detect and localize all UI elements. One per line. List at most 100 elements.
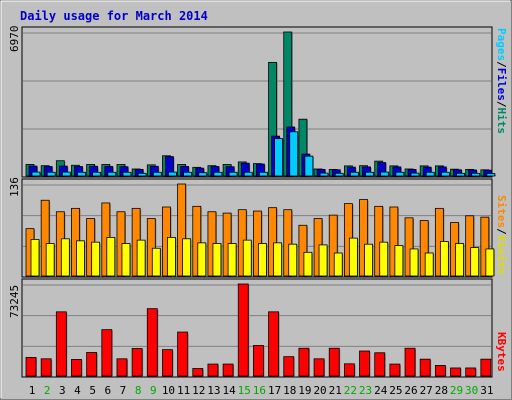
bar-kbytes-day-4: [71, 359, 82, 377]
x-tick-label: 13: [207, 384, 220, 397]
bar-sites-day-23: [364, 243, 373, 277]
kbytes-ymax-label: 73245: [8, 285, 21, 318]
bar-pages-day-30: [471, 172, 481, 177]
x-tick-label: 30: [465, 384, 478, 397]
bar-sites-day-24: [379, 241, 389, 277]
bar-kbytes-day-5: [86, 351, 98, 377]
bar-sites-day-30: [470, 247, 480, 277]
panel-hits-plot: [21, 26, 493, 178]
x-tick-label: 14: [222, 384, 236, 397]
bar-kbytes-day-15: [237, 283, 249, 377]
bar-pages-day-24: [380, 171, 390, 177]
bar-pages-day-5: [92, 171, 102, 177]
bar-sites-day-15: [242, 239, 252, 277]
legend-item: Pages: [495, 28, 508, 61]
bar-visits-day-31: [480, 216, 490, 277]
bar-kbytes-day-22: [343, 363, 355, 377]
bar-visits-day-2: [40, 199, 50, 277]
bar-sites-day-25: [394, 245, 404, 277]
legend-item: Visits: [495, 235, 508, 275]
x-tick-label: 2: [44, 384, 51, 397]
x-tick-label: 5: [89, 384, 96, 397]
x-tick-label: 19: [298, 384, 311, 397]
bar-pages-day-8: [137, 172, 147, 177]
hits-legend: Pages/Files/Hits: [495, 28, 508, 134]
bar-pages-day-18: [289, 131, 299, 177]
bar-sites-day-13: [212, 243, 222, 277]
bar-sites-day-26: [409, 248, 419, 277]
x-tick-label: 18: [283, 384, 296, 397]
x-tick-label: 28: [435, 384, 448, 397]
bar-kbytes-day-13: [207, 363, 219, 377]
bar-sites-day-27: [424, 252, 434, 277]
bar-pages-day-27: [425, 171, 435, 177]
bar-visits-day-11: [177, 183, 187, 277]
bar-pages-day-22: [349, 171, 359, 177]
bar-pages-day-21: [334, 172, 344, 177]
bar-sites-day-28: [439, 241, 449, 277]
x-tick-label: 11: [177, 384, 190, 397]
bar-kbytes-day-21: [328, 347, 340, 377]
bar-sites-day-11: [182, 238, 192, 277]
bar-sites-day-19: [303, 251, 313, 277]
x-tick-label: 25: [389, 384, 402, 397]
bar-kbytes-day-24: [374, 352, 386, 377]
bar-visits-day-18: [283, 209, 293, 277]
bar-kbytes-day-29: [450, 367, 461, 377]
x-tick-label: 8: [135, 384, 142, 397]
legend-item: /: [495, 228, 508, 235]
bar-visits-day-23: [359, 199, 368, 277]
x-tick-label: 4: [74, 384, 81, 397]
x-tick-label: 23: [359, 384, 372, 397]
bar-kbytes-day-17: [268, 311, 279, 377]
bar-pages-day-26: [410, 172, 420, 177]
bar-kbytes-day-27: [419, 358, 431, 377]
legend-item: Files: [495, 68, 508, 101]
bar-kbytes-day-14: [222, 363, 234, 377]
legend-item: /: [495, 101, 508, 108]
bar-sites-day-20: [318, 244, 328, 277]
bar-kbytes-day-11: [177, 331, 189, 377]
bar-pages-day-4: [77, 171, 86, 177]
panel-visits-bars: [25, 183, 495, 277]
legend-item: /: [495, 61, 508, 68]
bar-sites-day-16: [258, 243, 267, 277]
bar-kbytes-day-6: [101, 329, 113, 377]
chart-title: Daily usage for March 2014: [20, 9, 208, 23]
panel-kbytes: 73245 KBytes: [8, 278, 508, 378]
panel-visits: 136 Sites/Visits: [8, 177, 508, 278]
bar-pages-day-14: [228, 171, 238, 177]
bar-visits-day-25: [389, 206, 399, 277]
bar-kbytes-day-3: [55, 311, 67, 377]
hits-ymax-label: 6970: [8, 26, 21, 53]
visits-ymax-label: 136: [8, 177, 21, 197]
bar-pages-day-7: [122, 171, 132, 177]
bar-visits-day-17: [268, 207, 277, 277]
bar-kbytes-day-25: [389, 363, 401, 377]
bar-kbytes-day-19: [298, 347, 310, 377]
bar-kbytes-day-12: [192, 368, 204, 377]
x-axis-day-labels: 1 2 3 4 5 6 7 8 9 10 11 12 13 14 15 16 17 18 19 20 21 22 23 24 2…: [29, 384, 494, 397]
bar-sites-day-21: [333, 252, 343, 277]
x-tick-label: 27: [420, 384, 433, 397]
bar-kbytes-day-30: [465, 367, 477, 377]
x-tick-label: 1: [29, 384, 36, 397]
visits-legend: Sites/Visits: [495, 195, 508, 275]
bar-sites-day-2: [45, 243, 55, 277]
bar-sites-day-8: [136, 239, 146, 277]
bar-sites-day-5: [91, 241, 101, 277]
bar-pages-day-11: [183, 171, 193, 177]
panel-hits-bars: [25, 31, 496, 177]
bar-pages-day-16: [259, 171, 268, 177]
x-tick-label: 6: [104, 384, 111, 397]
bar-sites-day-12: [197, 242, 207, 277]
bar-kbytes-day-20: [313, 358, 325, 377]
bar-visits-day-9: [146, 218, 156, 277]
panel-hits-grid: [23, 32, 491, 130]
x-tick-label: 24: [374, 384, 388, 397]
x-tick-label: 12: [192, 384, 205, 397]
bar-kbytes-day-31: [480, 358, 492, 377]
bar-sites-day-22: [348, 237, 358, 277]
bar-sites-day-17: [273, 242, 282, 277]
